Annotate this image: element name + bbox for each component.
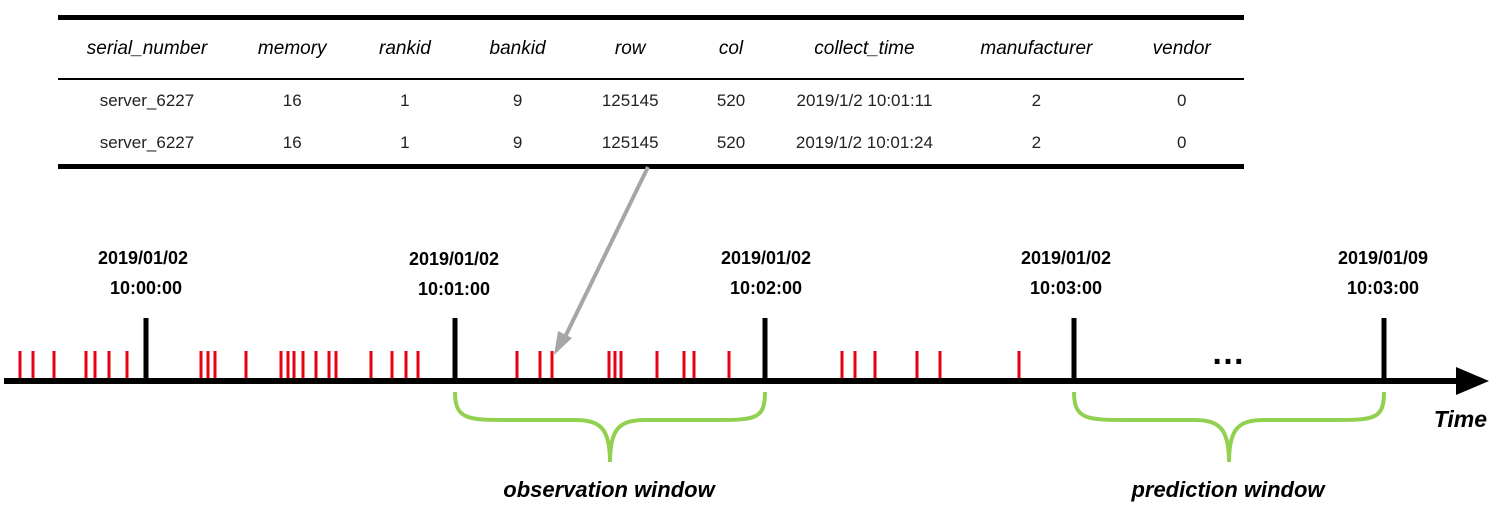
column-header-row: row xyxy=(614,38,646,59)
time-mark-time: 10:03:00 xyxy=(1347,278,1419,298)
table-cell: server_6227 xyxy=(99,133,195,152)
time-mark-date: 2019/01/02 xyxy=(409,249,499,269)
observation-window-label: observation window xyxy=(503,477,716,502)
time-axis-label: Time xyxy=(1434,406,1487,432)
table-cell: 0 xyxy=(1176,91,1187,110)
column-header-manufacturer: manufacturer xyxy=(980,38,1093,59)
table-header-row: serial_number memory rankid bankid row c… xyxy=(58,17,1244,79)
column-header-bankid: bankid xyxy=(489,38,546,59)
pointer-arrowhead xyxy=(554,331,572,355)
table-cell: 16 xyxy=(282,91,302,110)
table-cell: 9 xyxy=(512,91,523,110)
time-mark-date: 2019/01/09 xyxy=(1338,248,1428,268)
table-cell: 1 xyxy=(400,133,410,152)
timeline-ellipsis: … xyxy=(1211,334,1245,372)
table-row: server_6227 16 1 9 125145 520 2019/1/2 1… xyxy=(58,122,1244,167)
table-cell: 2 xyxy=(1031,91,1042,110)
table-cell: 2 xyxy=(1031,133,1042,152)
observation-window-brace xyxy=(453,391,767,463)
memory-error-log-table: serial_number memory rankid bankid row c… xyxy=(58,15,1244,169)
table-cell: 2019/1/2 10:01:24 xyxy=(795,133,933,152)
table-cell: 125145 xyxy=(601,91,659,110)
time-mark-time: 10:02:00 xyxy=(730,278,802,298)
time-mark-time: 10:01:00 xyxy=(418,279,490,299)
table-cell: 9 xyxy=(512,133,523,152)
prediction-window-label: prediction window xyxy=(1130,477,1326,502)
time-mark-date: 2019/01/02 xyxy=(721,248,811,268)
table-cell: 520 xyxy=(716,91,746,110)
table-cell: 520 xyxy=(716,133,746,152)
time-mark-date: 2019/01/02 xyxy=(1021,248,1111,268)
column-header-memory: memory xyxy=(257,38,327,59)
table-cell: server_6227 xyxy=(99,91,195,110)
column-header-rankid: rankid xyxy=(379,38,431,59)
time-mark-date: 2019/01/02 xyxy=(98,248,188,268)
error-event-ticks xyxy=(18,351,1021,381)
column-header-collect-time: collect_time xyxy=(814,38,915,59)
time-mark-time: 10:00:00 xyxy=(110,278,182,298)
table-cell: 125145 xyxy=(601,133,659,152)
table-cell: 2019/1/2 10:01:11 xyxy=(796,91,933,110)
table-row: server_6227 16 1 9 125145 520 2019/1/2 1… xyxy=(58,79,1244,122)
column-header-vendor: vendor xyxy=(1152,38,1211,59)
time-mark-time: 10:03:00 xyxy=(1030,278,1102,298)
time-axis-arrowhead xyxy=(1456,367,1489,395)
pointer-arrow-line xyxy=(563,166,650,338)
column-header-serial-number: serial_number xyxy=(86,38,208,59)
table-cell: 1 xyxy=(400,91,410,110)
column-header-col: col xyxy=(718,38,744,59)
table-cell: 0 xyxy=(1176,133,1187,152)
prediction-window-brace xyxy=(1072,391,1386,463)
table-cell: 16 xyxy=(282,133,302,152)
